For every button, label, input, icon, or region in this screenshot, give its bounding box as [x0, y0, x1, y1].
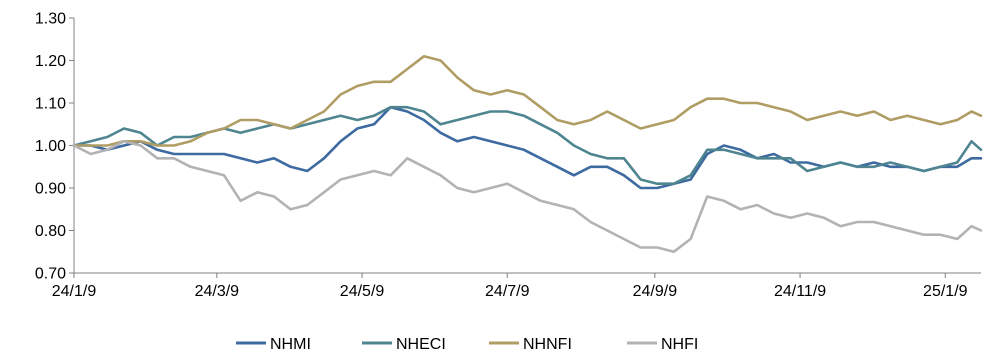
- x-tick-label: 24/11/9: [774, 283, 826, 300]
- x-tick-label: 24/7/9: [485, 283, 530, 300]
- y-tick-label: 1.20: [35, 53, 66, 70]
- x-tick-label: 24/3/9: [195, 283, 240, 300]
- x-tick-label: 24/9/9: [633, 283, 678, 300]
- series-line-nhnfi: [72, 54, 983, 147]
- series-line-nhfi: [72, 140, 983, 253]
- x-axis: 24/1/9 24/3/9 24/5/9 24/7/9 24/9/9 24/11/9 25/…: [52, 272, 981, 300]
- y-tick-label: 0.90: [35, 181, 66, 198]
- legend-label-nhfi: NHFI: [661, 336, 698, 353]
- series-lines: [72, 54, 983, 253]
- y-tick-label: 0.80: [35, 223, 66, 240]
- y-tick-label: 0.70: [35, 266, 66, 283]
- y-tick-label: 1.30: [35, 11, 66, 28]
- y-tick-label: 1.00: [35, 138, 66, 155]
- series-line-nheci: [72, 105, 983, 185]
- legend-label-nheci: NHECI: [396, 336, 446, 353]
- y-axis: 0.70 0.80 0.90 1.00 1.10 1.20 1.30: [35, 11, 75, 283]
- legend: NHMI NHECI NHNFI NHFI: [236, 336, 698, 353]
- x-tick-label: 24/1/9: [52, 283, 97, 300]
- y-tick-label: 1.10: [35, 96, 66, 113]
- x-tick-label: 24/5/9: [340, 283, 385, 300]
- legend-label-nhnfi: NHNFI: [523, 336, 572, 353]
- x-tick-label: 25/1/9: [923, 283, 968, 300]
- legend-label-nhmi: NHMI: [270, 336, 311, 353]
- series-line-nhmi: [72, 105, 983, 190]
